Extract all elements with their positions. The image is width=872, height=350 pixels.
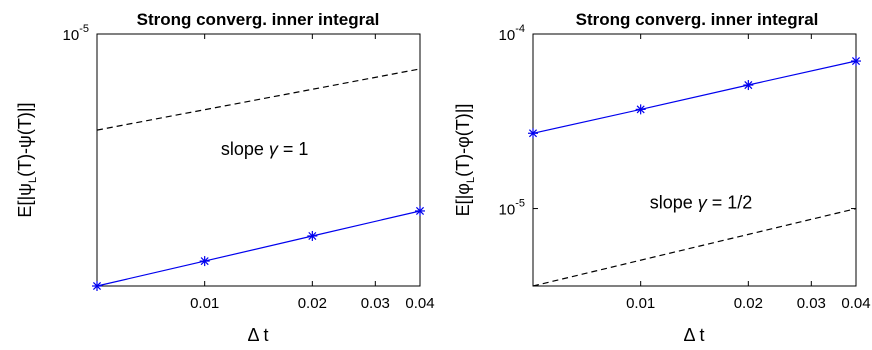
right-data-point bbox=[851, 56, 861, 67]
right-series bbox=[528, 56, 861, 287]
left-chart: Strong converg. inner integral 0.01 0.02 0… bbox=[15, 10, 435, 345]
right-x-tick-label: 0.01 bbox=[626, 295, 655, 312]
right-y-axis-label: E[|φL(T)-φ(T)|] bbox=[453, 104, 477, 217]
right-x-tick-label: 0.03 bbox=[797, 295, 826, 312]
right-x-tick-label: 0.02 bbox=[734, 295, 763, 312]
left-x-tick-label: 0.04 bbox=[405, 295, 434, 312]
left-ticks: 0.01 0.02 0.03 0.04 10-5 bbox=[63, 23, 435, 312]
left-plot-frame bbox=[96, 33, 421, 287]
right-ticks: 0.01 0.02 0.03 0.04 10-5 10-4 bbox=[499, 23, 871, 312]
right-data-line bbox=[532, 60, 857, 134]
right-chart: Strong converg. inner integral 0.01 0.02 0… bbox=[453, 10, 871, 345]
left-y-tick-label: 10-5 bbox=[63, 23, 89, 44]
right-x-tick-label: 0.04 bbox=[841, 295, 870, 312]
right-reference-slope-line bbox=[532, 208, 857, 287]
left-x-tick-label: 0.03 bbox=[361, 295, 390, 312]
right-y-tick-label: 10-4 bbox=[499, 23, 525, 44]
left-reference-slope-line bbox=[96, 68, 421, 131]
right-x-axis-label: Δ t bbox=[683, 325, 704, 345]
left-x-tick-label: 0.01 bbox=[190, 295, 219, 312]
left-data-point bbox=[307, 230, 318, 241]
right-y-tick-label: 10-5 bbox=[499, 198, 525, 219]
left-data-line bbox=[96, 210, 421, 287]
left-data-point bbox=[415, 205, 425, 216]
right-chart-title: Strong converg. inner integral bbox=[576, 10, 819, 29]
left-chart-title: Strong converg. inner integral bbox=[137, 10, 380, 29]
right-data-point bbox=[528, 128, 538, 139]
left-x-axis-label: Δ t bbox=[247, 325, 268, 345]
right-plot-frame bbox=[532, 33, 857, 287]
left-series bbox=[92, 68, 425, 291]
right-data-point bbox=[635, 104, 646, 115]
left-y-axis-label: E[|ψL(T)-ψ(T)|] bbox=[15, 102, 39, 217]
right-slope-annotation: slope γ = 1/2 bbox=[650, 193, 753, 213]
left-data-point bbox=[199, 256, 210, 267]
left-slope-annotation: slope γ = 1 bbox=[221, 139, 309, 159]
left-x-tick-label: 0.02 bbox=[298, 295, 327, 312]
right-data-point bbox=[743, 80, 754, 91]
left-data-point bbox=[92, 281, 102, 291]
